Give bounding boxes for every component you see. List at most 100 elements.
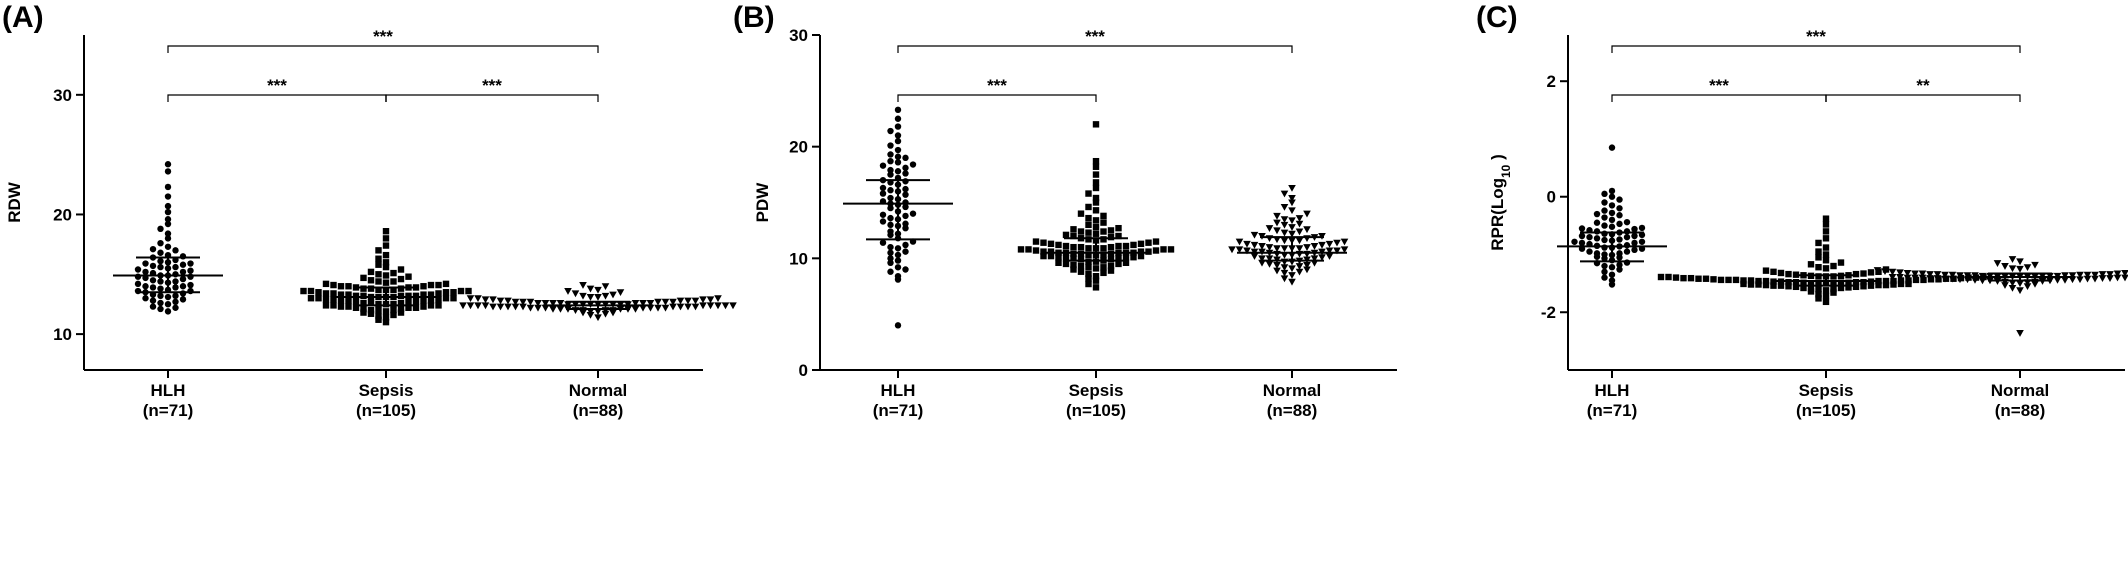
data-point: [1100, 212, 1107, 220]
data-point: [1100, 264, 1107, 271]
x-tick-n-label: (n=88): [1995, 401, 2046, 420]
data-point: [1601, 251, 1608, 258]
data-point: [879, 162, 887, 169]
data-point: [457, 287, 465, 295]
data-point: [526, 298, 535, 306]
data-point: [1250, 241, 1259, 249]
data-point: [375, 300, 382, 308]
data-point: [902, 170, 909, 177]
data-point: [157, 285, 164, 292]
data-point: [1593, 235, 1601, 242]
data-point: [1070, 250, 1077, 258]
data-point: [1137, 240, 1145, 248]
data-point: [149, 284, 157, 291]
data-point: [1631, 232, 1638, 240]
data-point: [1040, 252, 1047, 260]
significance-label: ***: [267, 76, 287, 95]
data-point: [721, 302, 730, 310]
data-point: [1770, 282, 1777, 289]
data-point: [1085, 251, 1092, 259]
data-point: [571, 290, 580, 298]
data-point: [894, 115, 902, 122]
data-point: [367, 310, 375, 317]
data-point: [1288, 265, 1296, 273]
data-point: [1092, 171, 1100, 178]
data-point: [639, 304, 647, 312]
data-point: [1032, 238, 1040, 245]
data-point: [1822, 292, 1830, 300]
data-point: [1077, 210, 1085, 217]
data-point: [714, 302, 722, 310]
data-point: [360, 292, 367, 300]
data-point: [427, 302, 435, 309]
data-point: [1631, 225, 1638, 233]
data-point: [534, 300, 542, 307]
data-point: [684, 297, 692, 305]
data-point: [894, 322, 902, 329]
data-point: [1860, 283, 1867, 290]
data-point: [1303, 226, 1311, 234]
data-point: [729, 302, 737, 310]
data-point: [187, 287, 194, 295]
data-point: [179, 283, 187, 290]
data-point: [1047, 252, 1055, 260]
data-point: [481, 302, 490, 310]
data-point: [2023, 264, 2032, 271]
panel-label: (A): [2, 1, 44, 34]
data-point: [594, 314, 602, 322]
data-point: [1295, 245, 1304, 253]
data-point: [134, 287, 142, 295]
data-point: [1333, 239, 1341, 247]
data-point: [367, 306, 375, 314]
data-point: [1122, 254, 1130, 261]
panel-a: (A) 10 20 30 RDW HLH(n=71) Sepsis(n=105) Normal…: [2, 1, 737, 420]
data-point: [442, 295, 450, 302]
series-hlh: [843, 106, 953, 329]
data-point: [1265, 255, 1274, 263]
series-normal: [1873, 256, 2128, 337]
data-point: [322, 302, 330, 309]
series-hlh: [1557, 144, 1667, 288]
data-point: [435, 302, 442, 309]
data-point: [1085, 229, 1092, 236]
data-point: [1047, 240, 1055, 248]
data-point: [1167, 246, 1175, 253]
data-point: [1092, 194, 1100, 202]
data-point: [1115, 242, 1122, 250]
data-point: [1747, 281, 1755, 288]
data-point: [1115, 224, 1122, 232]
data-point: [315, 289, 322, 296]
data-point: [2008, 265, 2017, 273]
data-point: [172, 304, 179, 311]
data-point: [1608, 277, 1616, 284]
data-point: [1077, 250, 1085, 258]
data-point: [337, 291, 345, 298]
data-point: [172, 284, 179, 291]
data-point: [164, 220, 172, 228]
data-point: [504, 297, 512, 305]
data-point: [1822, 235, 1830, 242]
data-point: [489, 296, 497, 304]
data-point: [187, 273, 194, 280]
data-point: [345, 297, 352, 304]
data-point: [1993, 260, 2002, 267]
data-point: [466, 302, 475, 310]
data-point: [902, 220, 909, 227]
data-point: [330, 302, 337, 309]
y-tick-label: 20: [53, 205, 72, 224]
data-point: [375, 278, 382, 285]
data-point: [157, 263, 164, 271]
data-point: [1107, 233, 1115, 241]
data-point: [1755, 281, 1762, 288]
data-point: [405, 298, 412, 306]
data-point: [1265, 260, 1274, 268]
data-point: [1732, 276, 1740, 284]
data-point: [1616, 236, 1623, 243]
data-point: [164, 161, 172, 168]
data-point: [691, 297, 700, 305]
series-normal: [459, 282, 737, 322]
data-point: [601, 283, 610, 291]
data-point: [1145, 239, 1152, 246]
data-point: [1025, 246, 1032, 253]
